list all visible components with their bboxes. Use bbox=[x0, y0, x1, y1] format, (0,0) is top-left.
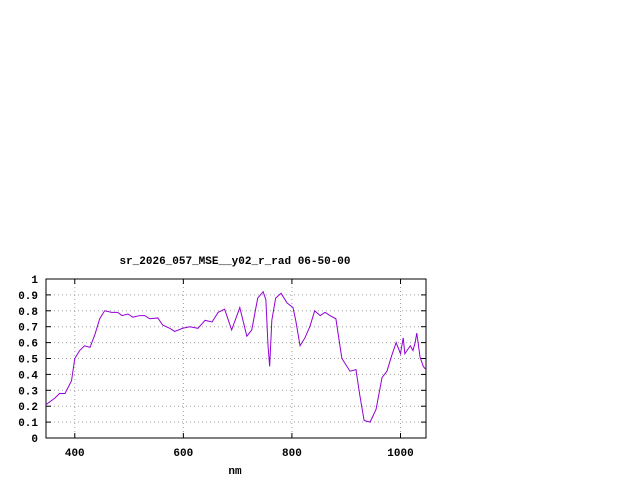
x-tick-label: 800 bbox=[282, 448, 302, 460]
y-tick-label: 1 bbox=[31, 275, 38, 287]
x-tick-label: 600 bbox=[173, 448, 193, 460]
y-tick-label: 0.4 bbox=[18, 370, 38, 382]
y-tick-label: 0.7 bbox=[18, 323, 38, 335]
x-axis-label: nm bbox=[228, 466, 242, 478]
chart-title: sr_2026_057_MSE__y02_r_rad 06-50-00 bbox=[119, 256, 350, 268]
y-tick-label: 0.8 bbox=[18, 307, 38, 319]
y-tick-label: 0.3 bbox=[18, 386, 38, 398]
data-line bbox=[45, 290, 427, 423]
x-tick-label: 1000 bbox=[387, 448, 413, 460]
y-tick-label: 0.9 bbox=[18, 291, 38, 303]
y-tick-label: 0.2 bbox=[18, 402, 38, 414]
x-tick-label: 400 bbox=[65, 448, 85, 460]
y-tick-label: 0.5 bbox=[18, 355, 38, 367]
y-tick-label: 0.6 bbox=[18, 339, 38, 351]
plot-frame bbox=[45, 278, 427, 439]
y-tick-label: 0 bbox=[31, 434, 38, 446]
y-tick-label: 0.1 bbox=[18, 418, 38, 430]
